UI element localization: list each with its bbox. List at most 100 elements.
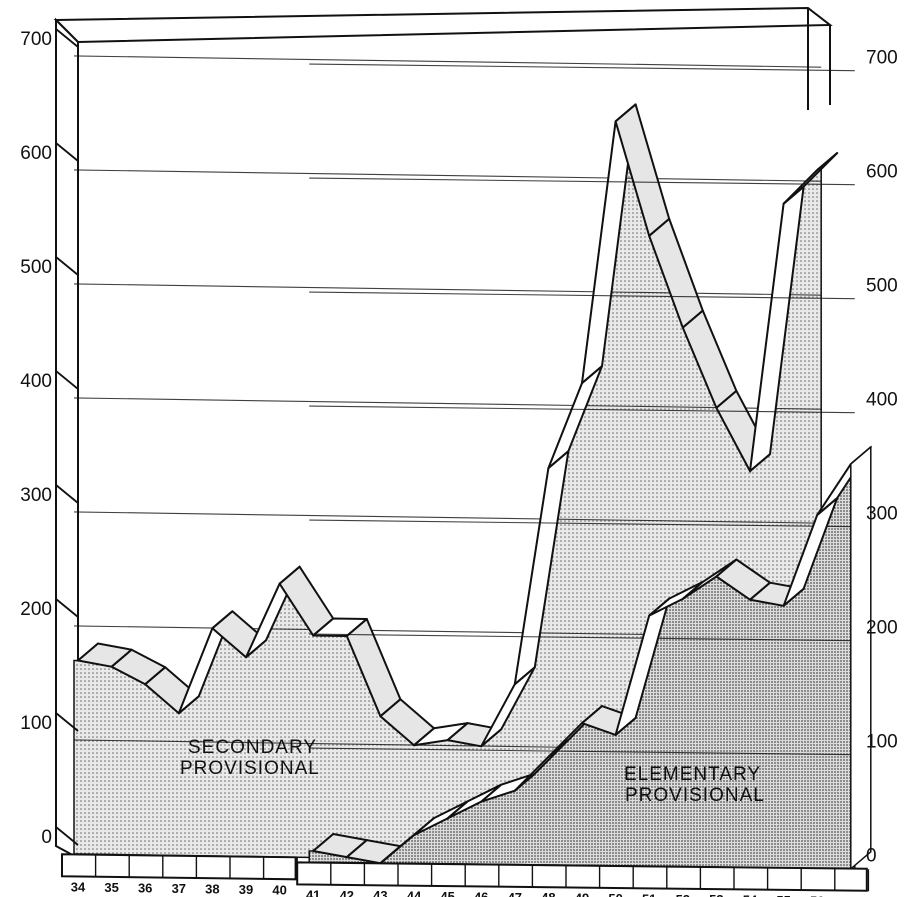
x-tick-label: 55 (776, 893, 790, 897)
secondary-provisional-label-line1: SECONDARY (188, 737, 317, 758)
secondary-provisional-point-56 (816, 152, 838, 171)
elementary-provisional-point-44 (413, 817, 435, 836)
right-y-tick-label: 700 (866, 48, 898, 69)
x-tick-label: 34 (71, 879, 86, 894)
x-tick-label: 52 (676, 892, 690, 897)
x-tick-label: 37 (172, 881, 186, 896)
x-tick-label: 35 (104, 880, 118, 895)
secondary-provisional-point-34 (77, 642, 99, 662)
secondary-provisional-point-42 (346, 618, 368, 637)
secondary-provisional-point-43 (379, 698, 401, 718)
left-y-tick-mark (55, 142, 79, 162)
elementary-provisional-point-49 (581, 705, 603, 724)
frame-top (53, 6, 833, 44)
secondary-provisional-point-44 (413, 727, 435, 747)
left-y-tick-mark (55, 826, 79, 846)
secondary-provisional-level-line (73, 55, 822, 68)
left-y-tick-mark (55, 256, 79, 276)
left-y-tick-label: 500 (20, 257, 52, 278)
secondary-provisional-point-40 (279, 566, 301, 585)
left-y-tick-label: 0 (41, 827, 52, 848)
right-y-tick-label: 0 (866, 846, 877, 867)
secondary-provisional-level-line (73, 397, 822, 410)
x-tick-label: 51 (642, 891, 656, 897)
elementary-provisional-point-47 (514, 773, 536, 792)
elementary-provisional-point-42 (346, 839, 368, 858)
elementary-provisional-point-50 (615, 717, 637, 736)
secondary-provisional-label-line2: PROVISIONAL (180, 758, 320, 779)
elementary-provisional-point-48 (547, 739, 569, 758)
elementary-provisional-point-54 (749, 582, 771, 601)
secondary-provisional-point-37 (178, 695, 200, 714)
x-tick-label: 38 (205, 881, 219, 896)
secondary-provisional-point-46 (480, 728, 502, 748)
elementary-provisional-point-46 (480, 784, 502, 803)
secondary-provisional-point-41 (312, 617, 334, 637)
left-y-tick-mark (55, 28, 79, 48)
x-tick-label: 45 (440, 889, 454, 897)
secondary-provisional-point-51 (648, 218, 670, 237)
left-y-tick-label: 200 (20, 599, 52, 620)
elementary-provisional-point-53 (715, 558, 737, 578)
secondary-provisional-level-line (73, 511, 822, 524)
secondary-provisional-point-52 (682, 309, 704, 329)
left-y-tick-mark (55, 370, 79, 390)
x-tick-label: 40 (272, 882, 286, 897)
secondary-provisional-point-45 (447, 722, 469, 741)
elementary-provisional-point-41 (312, 833, 334, 852)
elementary-provisional-level-line (309, 519, 855, 528)
left-y-tick-label: 100 (20, 713, 52, 734)
elementary-provisional-level-line (309, 63, 855, 72)
x-tick-label: 43 (373, 888, 387, 897)
frame (53, 6, 833, 860)
elementary-provisional-point-55 (783, 588, 805, 607)
secondary-provisional-point-55 (783, 185, 805, 205)
x-tick-label: 36 (138, 880, 152, 895)
elementary-provisional-level-line (309, 177, 855, 186)
x-tick-label: 44 (407, 889, 422, 897)
x-tick-label: 57 (844, 894, 858, 897)
secondary-provisional-point-53 (715, 390, 737, 409)
x-tick-label: 42 (340, 888, 354, 897)
left-y-tick-label: 400 (20, 371, 52, 392)
x-tick-label: 46 (474, 889, 488, 897)
x-tick-label: 50 (608, 891, 622, 897)
secondary-provisional-point-38 (211, 610, 233, 630)
x-tick-label: 41 (306, 887, 320, 897)
x-tick-label: 56 (810, 893, 824, 897)
left-y-tick-mark (55, 712, 79, 732)
secondary-provisional-point-48 (547, 450, 569, 469)
secondary-provisional-point-54 (749, 453, 771, 472)
elementary-provisional-level-line (309, 405, 855, 414)
elementary-provisional-level-line (309, 291, 855, 300)
left-y-tick-mark (55, 598, 79, 618)
right-y-tick-label: 400 (866, 390, 898, 411)
elementary-provisional-point-43 (379, 845, 401, 864)
elementary-provisional-level-line (309, 747, 855, 756)
elementary-provisional-level-line (309, 633, 855, 642)
x-axis: 34 35 36 37 38 39 40 41 42 43 44 45 46 47 48 49 50 51 52 53… (71, 879, 858, 897)
elementary-provisional-point-51 (648, 597, 670, 617)
right-y-tick-label: 300 (866, 504, 898, 525)
elementary-provisional-point-52 (682, 581, 704, 600)
x-tick-label: 47 (508, 890, 522, 897)
secondary-provisional-point-47 (514, 666, 536, 685)
elementary-provisional-label-line2: PROVISIONAL (625, 785, 765, 806)
left-y-tick-label: 700 (20, 29, 52, 50)
right-y-tick-label: 200 (866, 618, 898, 639)
x-axis-strip-left (61, 853, 297, 881)
left-y-tick-label: 600 (20, 143, 52, 164)
x-axis-strip (61, 853, 870, 892)
x-tick-label: 49 (575, 891, 589, 897)
left-y-tick-label: 300 (20, 485, 52, 506)
elementary-provisional-point-56 (816, 497, 838, 516)
x-tick-label: 54 (743, 893, 758, 897)
x-tick-label: 48 (541, 890, 555, 897)
right-y-axis: 0 100 200 300 400 500 600 700 (866, 48, 898, 867)
right-y-tick-label: 100 (866, 732, 898, 753)
secondary-provisional-point-50 (615, 103, 637, 123)
secondary-provisional-point-39 (245, 639, 267, 659)
secondary-provisional-point-36 (144, 666, 166, 685)
elementary-provisional-area-group (308, 63, 872, 871)
